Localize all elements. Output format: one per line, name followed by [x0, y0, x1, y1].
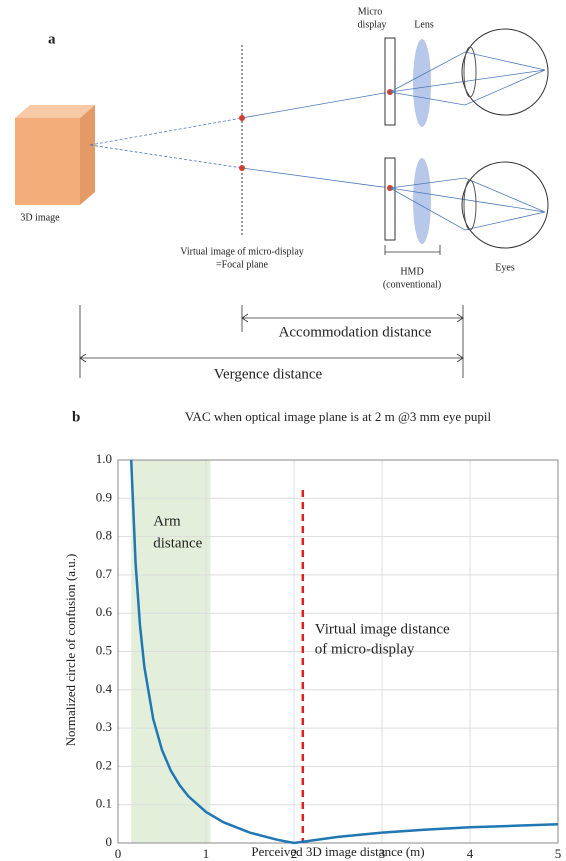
eye-lens	[464, 180, 476, 230]
lens-label: Lens	[414, 19, 434, 30]
y-tick-label: 0.8	[96, 528, 112, 543]
micro-display	[385, 158, 395, 240]
panel-label: b	[72, 409, 80, 425]
x-tick-label: 3	[379, 846, 386, 861]
figure: a 3D image Micro display Lens Virtual im…	[0, 0, 566, 861]
accommodation-label: Accommodation distance	[279, 324, 432, 340]
x-tick-label: 1	[203, 846, 210, 861]
y-tick-label: 0.2	[96, 757, 112, 772]
micro-display	[385, 38, 395, 125]
y-tick-label: 0.3	[96, 719, 112, 734]
y-tick-label: 0.4	[96, 681, 113, 696]
hmd-label: HMD	[400, 266, 423, 277]
y-tick-label: 0.9	[96, 489, 112, 504]
lens	[413, 158, 431, 244]
ray	[90, 118, 242, 145]
cube-side	[80, 105, 95, 205]
display-label: Micro	[358, 6, 382, 17]
x-tick-label: 4	[467, 846, 474, 861]
panel-label: a	[48, 31, 56, 47]
y-tick-label: 0.1	[96, 796, 112, 811]
ray	[90, 145, 242, 168]
image-label: 3D image	[20, 212, 60, 223]
eyes-label: Eyes	[495, 262, 515, 273]
display-label: display	[358, 19, 387, 30]
hmd-label: (conventional)	[383, 279, 441, 290]
lens	[413, 39, 431, 127]
chart-title: VAC when optical image plane is at 2 m @…	[185, 409, 492, 424]
chart: b VAC when optical image plane is at 2 m…	[63, 409, 561, 861]
hmd-bracket	[385, 245, 440, 255]
ray	[242, 92, 390, 118]
eye	[462, 29, 548, 115]
region-label: Arm	[153, 513, 181, 529]
x-axis-label: Perceived 3D image distance (m)	[251, 844, 424, 859]
y-axis-label: Normalized circle of confusion (a.u.)	[63, 554, 78, 747]
point	[239, 115, 245, 121]
vergence-label: Vergence distance	[214, 366, 323, 382]
plane-label: Virtual image of micro-display	[180, 246, 304, 257]
y-tick-label: 0.6	[96, 604, 113, 619]
y-tick-label: 0.7	[96, 566, 113, 581]
reference-label: of micro-display	[315, 641, 415, 657]
point	[239, 165, 245, 171]
diagram: a 3D image Micro display Lens Virtual im…	[15, 6, 548, 382]
cube-front	[15, 118, 80, 205]
y-tick-label: 0.5	[96, 642, 112, 657]
eye-lens	[464, 47, 476, 97]
plane-label: =Focal plane	[216, 259, 269, 270]
eye	[462, 162, 548, 248]
x-tick-label: 0	[115, 846, 122, 861]
ray	[242, 168, 390, 188]
reference-label: Virtual image distance	[315, 621, 450, 637]
accommodation-arrow	[242, 314, 463, 322]
y-tick-label: 0	[106, 834, 113, 849]
y-tick-label: 1.0	[96, 451, 112, 466]
x-tick-label: 2	[291, 846, 298, 861]
vergence-arrow	[80, 354, 463, 362]
region-label: distance	[153, 535, 202, 551]
x-tick-label: 5	[555, 846, 562, 861]
